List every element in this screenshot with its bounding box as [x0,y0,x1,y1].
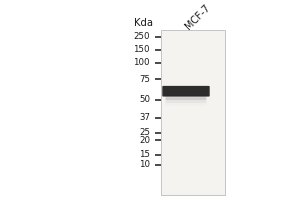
Bar [160,30,225,195]
Text: 50: 50 [139,95,150,104]
Text: Kda: Kda [134,18,153,28]
Text: 250: 250 [134,32,150,41]
Text: 10: 10 [139,160,150,169]
FancyBboxPatch shape [166,100,206,106]
Text: 15: 15 [139,150,150,159]
Text: MCF-7: MCF-7 [183,3,212,31]
Text: 150: 150 [134,45,150,54]
Text: 75: 75 [139,75,150,84]
Text: 25: 25 [139,128,150,137]
FancyBboxPatch shape [166,98,206,103]
Text: 100: 100 [134,58,150,67]
FancyBboxPatch shape [162,86,210,97]
FancyBboxPatch shape [166,95,206,100]
Text: 37: 37 [139,113,150,122]
Text: 20: 20 [139,136,150,145]
